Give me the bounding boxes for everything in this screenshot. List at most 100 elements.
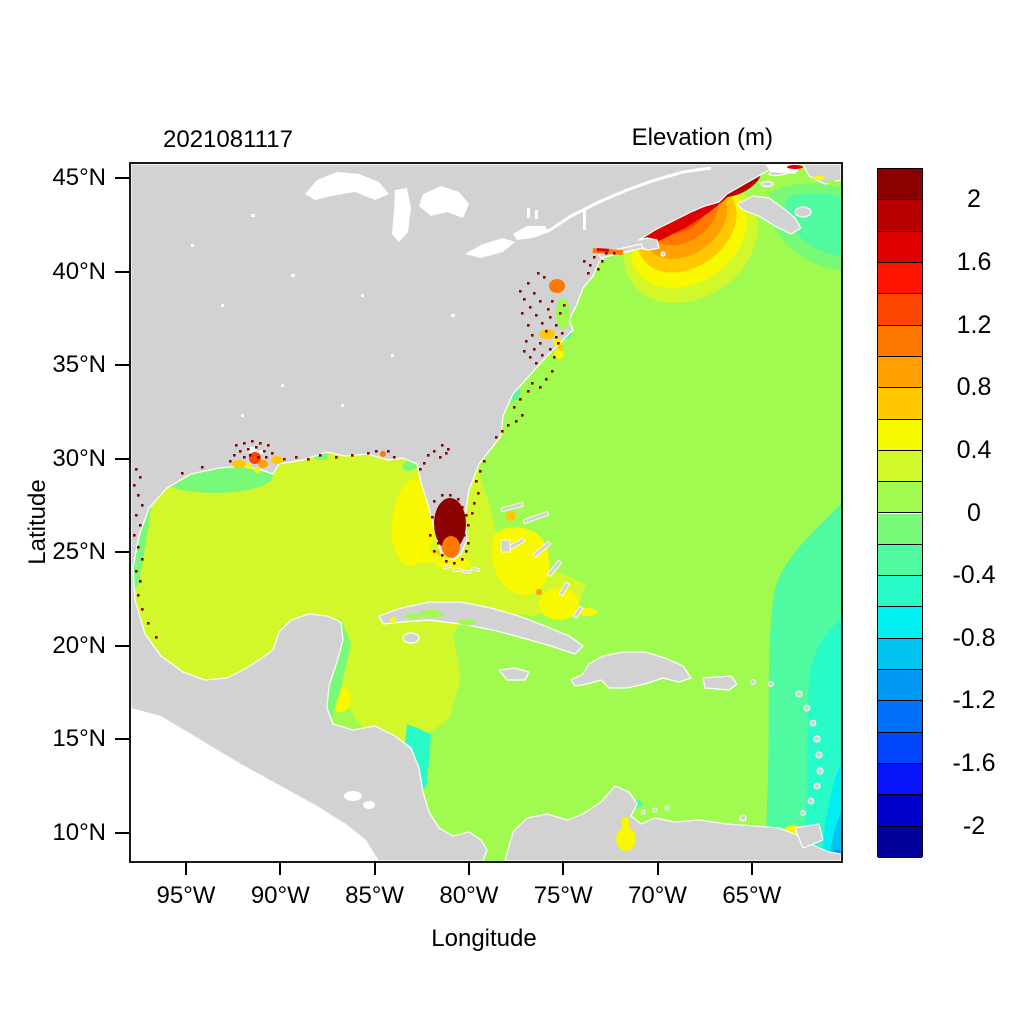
y-tick-label: 30°N (52, 444, 106, 472)
colorbar-tick-label: -0.4 (952, 561, 996, 590)
land-hispaniola (570, 651, 692, 689)
x-axis-title: Longitude (431, 925, 537, 952)
out-of-domain-white (131, 164, 803, 861)
colorbar-title: Elevation (m) (631, 124, 773, 151)
colorbar-cell (878, 544, 922, 577)
x-tick-label: 70°W (628, 882, 687, 909)
land-cape-breton (794, 206, 812, 218)
land-margarita (739, 814, 747, 822)
land-jamaica (498, 667, 530, 681)
land-isle-of-youth (402, 632, 420, 644)
x-tick (467, 861, 470, 875)
colorbar-cell (878, 388, 922, 420)
colorbar-tick-label: -2 (962, 811, 986, 840)
y-tick-label: 25°N (52, 538, 106, 565)
y-tick (115, 738, 129, 740)
colorbar-tick-label: 1.2 (956, 310, 992, 339)
y-tick-label: 45°N (52, 164, 106, 191)
colorbar-cell (878, 638, 922, 671)
x-tick (656, 861, 659, 875)
y-tick-label: 35°N (52, 351, 106, 378)
colorbar-cell (878, 795, 922, 827)
speckles-florida (419, 444, 470, 565)
y-tick (115, 177, 129, 179)
lake-champlain (583, 208, 586, 230)
pacific-ocean (131, 708, 379, 861)
y-tick (115, 644, 129, 647)
y-tick-label: 10°N (52, 818, 106, 846)
colorbar-tick-label: 1.6 (956, 247, 992, 276)
estuary-patches (390, 165, 836, 851)
y-tick-label: 15°N (52, 725, 106, 752)
x-tick (562, 861, 565, 875)
y-tick-label: 40°N (52, 257, 106, 285)
x-tick (750, 861, 753, 875)
flood-speckles (133, 248, 623, 639)
colorbar-cell (878, 513, 922, 545)
colorbar-cell (878, 701, 922, 733)
small-islands (442, 501, 824, 816)
map-canvas (131, 164, 841, 861)
lake-erie (465, 238, 515, 258)
x-tick (373, 861, 376, 875)
colorbar-cell (878, 231, 922, 263)
land-nova-scotia (736, 195, 802, 235)
land-pei (760, 180, 774, 188)
speckles-southeast-coast (471, 370, 554, 515)
y-tick (115, 457, 129, 460)
x-tick-label: 95°W (156, 882, 216, 909)
colorbar-tick-label: -0.8 (952, 623, 996, 652)
map-plot (129, 162, 843, 863)
colorbar-cell (878, 356, 922, 389)
colorbar-cell (878, 764, 922, 796)
speckles-chesapeake (519, 272, 566, 365)
colorbar-cell (878, 419, 922, 451)
lake-ontario (513, 226, 549, 240)
x-tick (185, 861, 187, 875)
colorbar-cell (878, 576, 922, 608)
speckles-northeast (583, 252, 616, 275)
colorbar-cell (878, 670, 922, 702)
y-tick-label: 20°N (52, 631, 106, 659)
x-tick-label: 90°W (250, 882, 310, 909)
colorbar-cell (878, 262, 922, 295)
lake-superior (305, 172, 389, 200)
colorbar-cell (878, 607, 922, 639)
x-tick-label: 65°W (722, 882, 782, 909)
gulf-yellow-green-region (131, 424, 586, 749)
colorbar-cell (878, 482, 922, 514)
land-south-america (504, 785, 841, 861)
lake-nicaragua (344, 791, 362, 801)
colorbar-cell (878, 294, 922, 326)
lake-michigan (392, 188, 411, 242)
timestamp-title: 2021081117 (163, 126, 293, 153)
colorbar-tick-label: -1.6 (952, 749, 996, 778)
colorbar-cell (878, 169, 922, 201)
colorbar-cell (878, 200, 922, 232)
x-tick-label: 80°W (439, 882, 499, 909)
x-tick-label: 85°W (345, 882, 405, 909)
colorbar-tick-label: 2 (967, 185, 981, 214)
colorbar-cell (878, 325, 922, 357)
land-nantucket (660, 251, 666, 257)
speckles-texas-mexico (133, 468, 158, 639)
st-lawrence-river (546, 166, 712, 234)
colorbar-cell (878, 450, 922, 483)
x-tick-label: 75°W (533, 882, 593, 909)
colorbar-tick-label: 0.8 (956, 373, 992, 402)
y-tick (115, 831, 129, 834)
x-tick (279, 861, 282, 875)
y-tick (115, 551, 129, 553)
land-trinidad (794, 823, 824, 849)
colorbar (877, 168, 923, 858)
lake-huron (419, 186, 469, 218)
colorbar-cell (878, 826, 922, 858)
colorbar-tick-label: 0 (967, 498, 981, 527)
speckles-gulf-coast (181, 440, 396, 475)
lake-managua (363, 801, 375, 809)
colorbar-tick-label: 0.4 (956, 435, 992, 464)
y-tick (115, 270, 129, 273)
colorbar-tick-label: -1.2 (952, 686, 996, 715)
y-axis-title: Latitude (24, 479, 51, 565)
